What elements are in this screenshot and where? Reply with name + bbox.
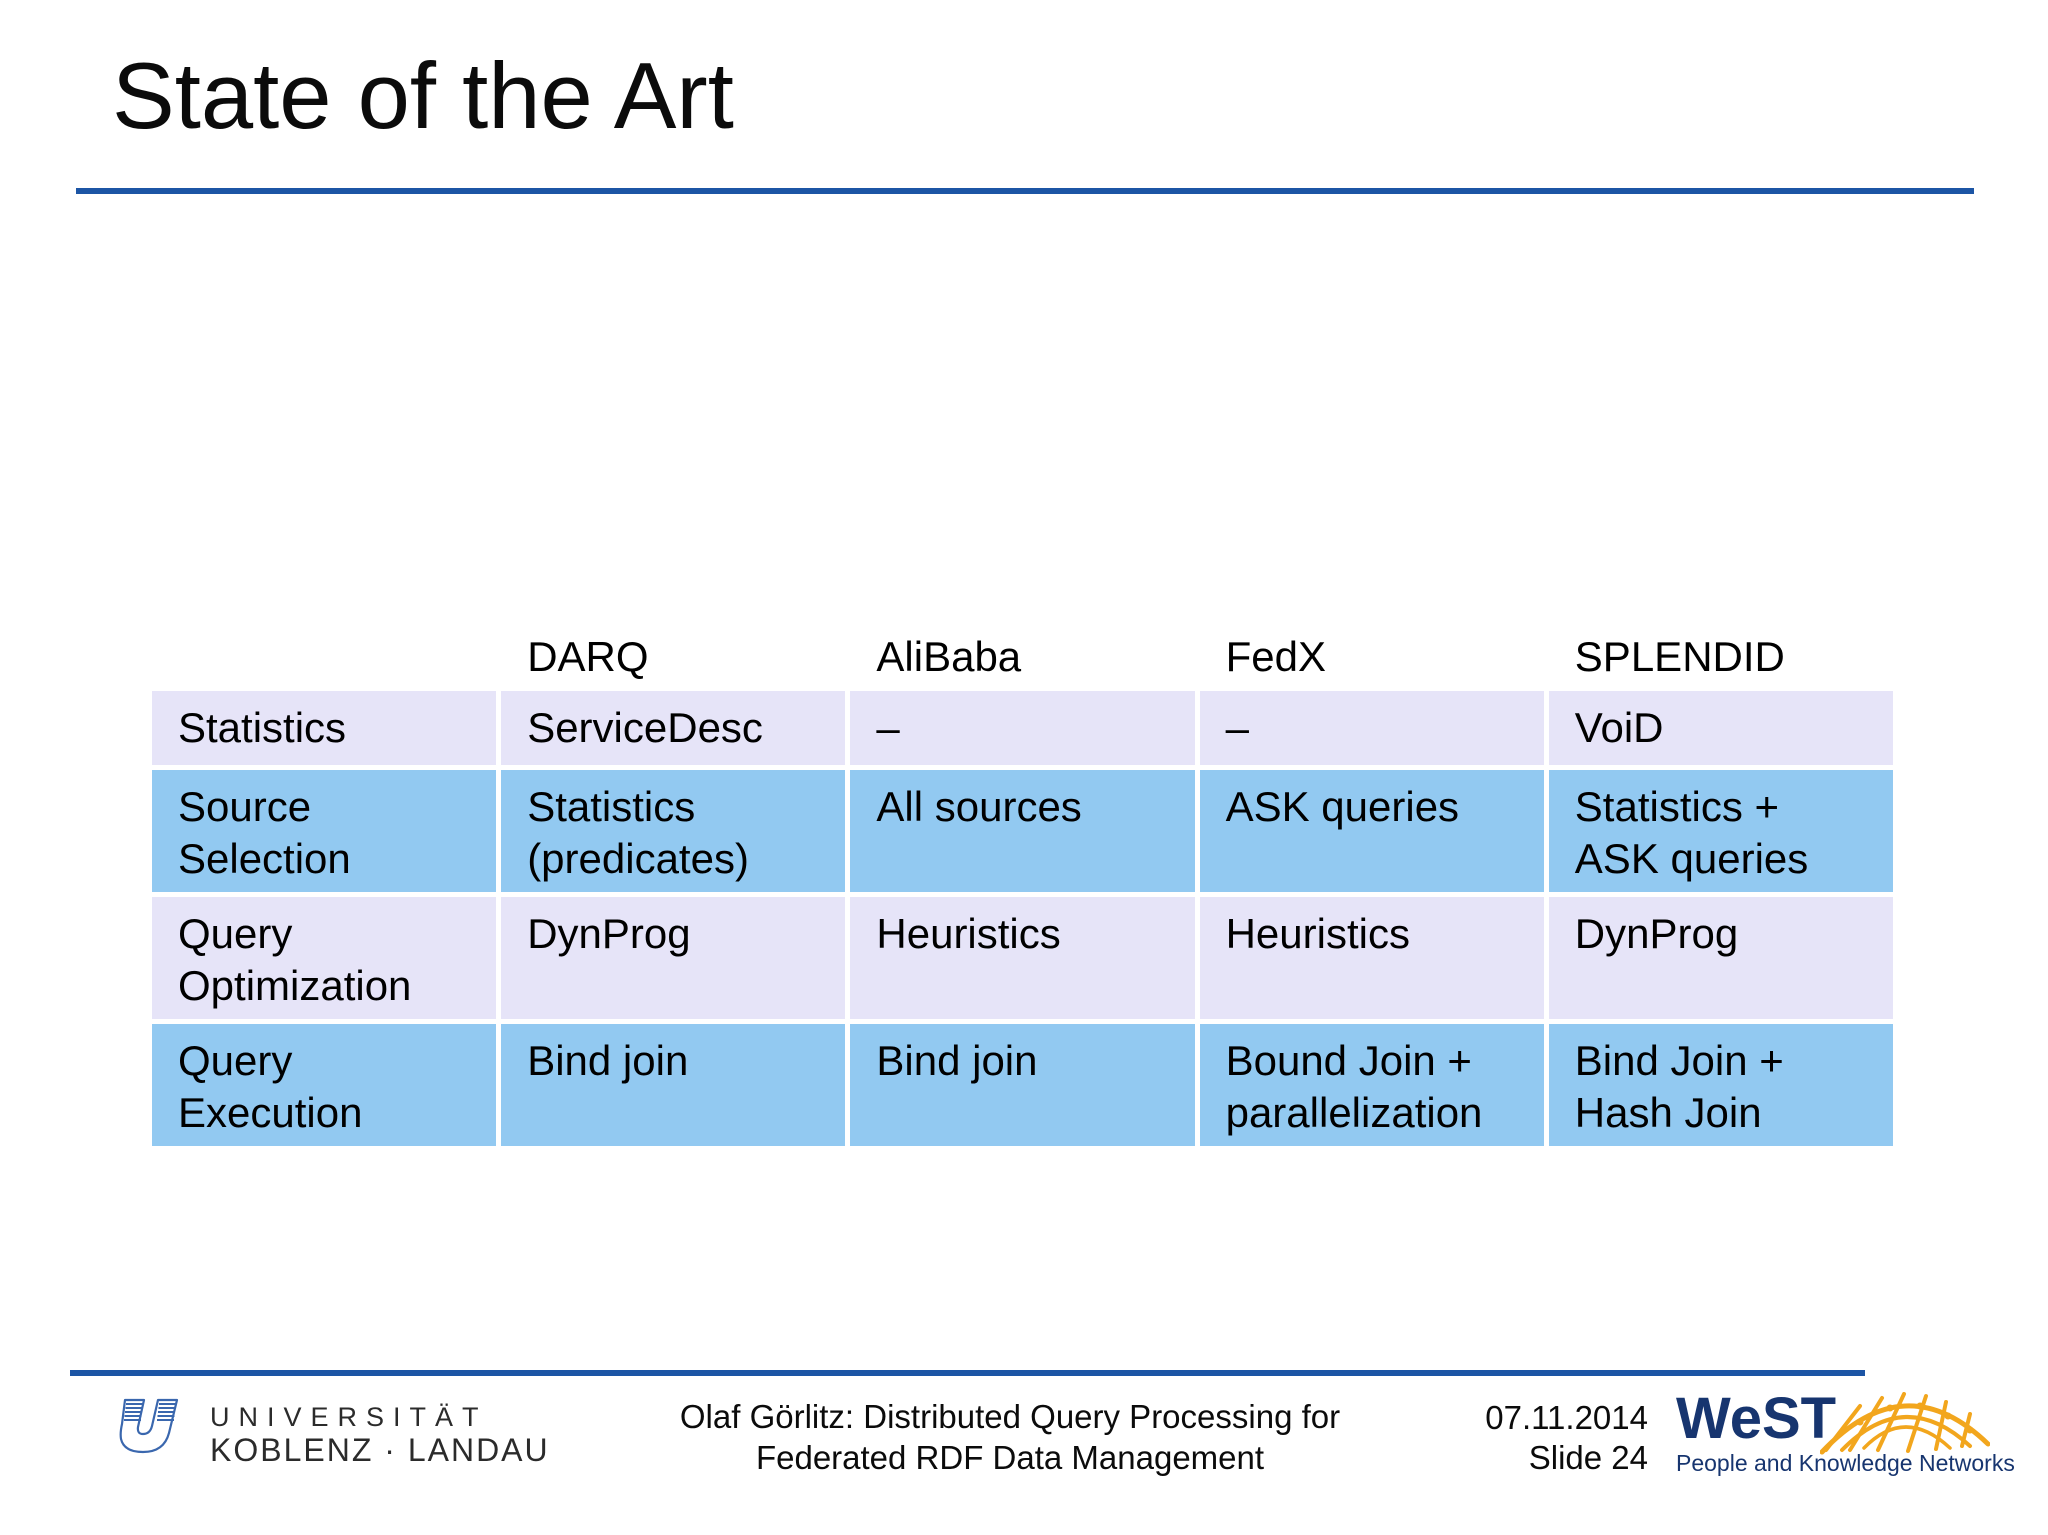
table-row-label: Statistics [152,691,497,765]
table-cell: Bind Join + Hash Join [1548,1024,1893,1146]
university-u-icon [116,1396,188,1463]
table-col-header: AliBaba [876,633,1022,680]
slide-date: 07.11.2014 [1485,1399,1648,1436]
table-col-header: SPLENDID [1574,633,1785,680]
table-cell: Statistics (predicates) [501,770,846,892]
table-cell: Heuristics [850,897,1195,1019]
slide-number: Slide 24 [1528,1439,1648,1476]
table-cell: VoiD [1548,691,1893,765]
table-cell: Bind join [850,1024,1195,1146]
west-wordmark: WeST [1676,1386,1837,1451]
footer-credit-line2: Federated RDF Data Management [755,1439,1265,1476]
university-name-line2: KOBLENZ · LANDAU [210,1432,550,1468]
footer-meta: 07.11.2014 Slide 24 [1430,1398,1648,1478]
table-cell: Bind join [501,1024,846,1146]
table-cell: ServiceDesc [501,691,846,765]
table-col-header [152,630,496,686]
west-logo: WeST [1676,1386,2015,1477]
table-cell: DynProg [1548,897,1893,1019]
title-underline [76,188,1974,194]
table-row-label: Query Optimization [152,897,497,1019]
table-cell: – [850,691,1195,765]
table-row-label: Source Selection [152,770,497,892]
footer-credit: Olaf Görlitz: Distributed Query Processi… [640,1396,1380,1478]
university-name-line1: UNIVERSITÄT [210,1402,488,1432]
footer-divider [70,1370,1865,1376]
table-cell: Bound Join + parallelization [1199,1024,1544,1146]
table-cell: DynProg [501,897,846,1019]
table-cell: Statistics + ASK queries [1548,770,1893,892]
comparison-table: DARQ AliBaba FedX SPLENDID Statistics Se… [152,630,1893,1146]
table-col-header: FedX [1225,633,1326,680]
page-title: State of the Art [112,43,734,148]
west-tagline: People and Knowledge Networks [1676,1450,2015,1476]
table-cell: Heuristics [1199,897,1544,1019]
table-cell: ASK queries [1199,770,1544,892]
footer-credit-line1: Olaf Görlitz: Distributed Query Processi… [679,1398,1341,1435]
university-name: UNIVERSITÄT KOBLENZ · LANDAU [210,1396,550,1468]
table-cell: All sources [850,770,1195,892]
west-network-icon [1819,1392,1991,1461]
table-row-label: Query Execution [152,1024,497,1146]
university-logo: UNIVERSITÄT KOBLENZ · LANDAU [116,1396,550,1468]
table-col-header: DARQ [527,633,649,680]
table-cell: – [1199,691,1544,765]
